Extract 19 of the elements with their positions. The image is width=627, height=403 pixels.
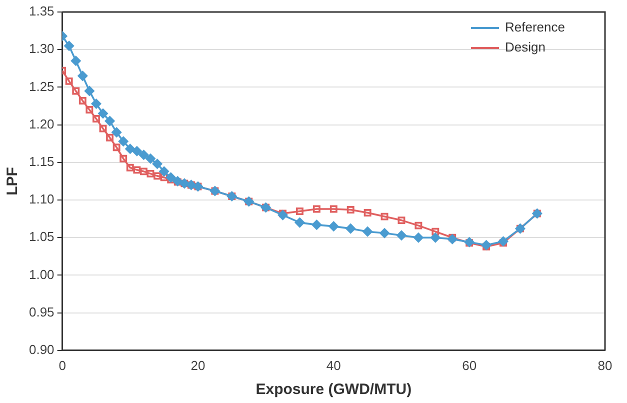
- x-axis-title: Exposure (GWD/MTU): [256, 381, 412, 398]
- y-tick-label: 0.90: [28, 342, 54, 357]
- y-tick-label: 1.30: [28, 41, 54, 56]
- y-tick-label: 0.95: [28, 304, 54, 320]
- y-tick-label: 1.05: [28, 229, 54, 244]
- x-tick-label: 80: [598, 358, 612, 373]
- y-tick-label: 1.00: [28, 266, 54, 282]
- y-tick-label: 1.20: [28, 116, 54, 132]
- y-tick-label: 1.10: [28, 192, 54, 207]
- legend-label: Design: [505, 40, 546, 55]
- x-tick-label: 60: [462, 358, 477, 373]
- y-tick-label: 1.35: [28, 4, 54, 19]
- x-tick-label: 20: [190, 358, 206, 373]
- y-tick-label: 1.25: [28, 78, 54, 94]
- y-axis-title: LPF: [4, 167, 22, 196]
- x-tick-label: 0: [58, 358, 66, 373]
- y-tick-label: 1.15: [28, 154, 54, 169]
- x-tick-label: 40: [326, 358, 341, 373]
- legend-label: Reference: [505, 20, 566, 35]
